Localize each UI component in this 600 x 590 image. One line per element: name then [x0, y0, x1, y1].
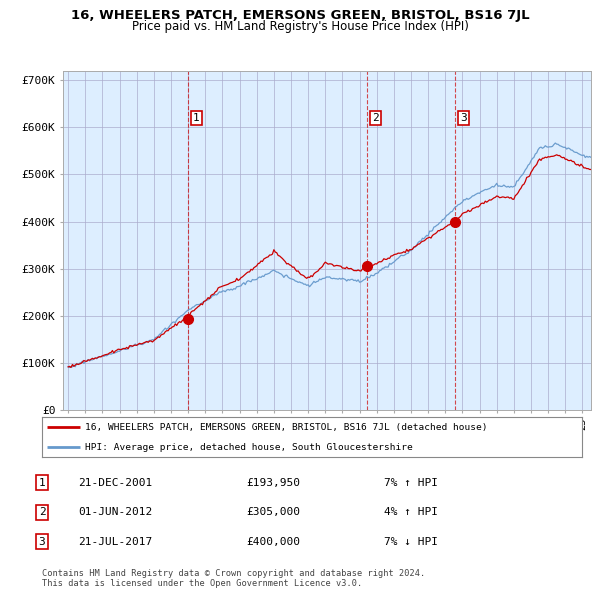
Text: 1: 1: [38, 478, 46, 487]
Text: 1: 1: [193, 113, 200, 123]
Text: Contains HM Land Registry data © Crown copyright and database right 2024.
This d: Contains HM Land Registry data © Crown c…: [42, 569, 425, 588]
Text: £305,000: £305,000: [246, 507, 300, 517]
Text: 16, WHEELERS PATCH, EMERSONS GREEN, BRISTOL, BS16 7JL (detached house): 16, WHEELERS PATCH, EMERSONS GREEN, BRIS…: [85, 422, 488, 432]
Text: Price paid vs. HM Land Registry's House Price Index (HPI): Price paid vs. HM Land Registry's House …: [131, 20, 469, 33]
Text: 7% ↑ HPI: 7% ↑ HPI: [384, 478, 438, 487]
Text: 21-JUL-2017: 21-JUL-2017: [78, 537, 152, 546]
Text: 16, WHEELERS PATCH, EMERSONS GREEN, BRISTOL, BS16 7JL: 16, WHEELERS PATCH, EMERSONS GREEN, BRIS…: [71, 9, 529, 22]
Text: 2: 2: [38, 507, 46, 517]
Text: 4% ↑ HPI: 4% ↑ HPI: [384, 507, 438, 517]
Text: £193,950: £193,950: [246, 478, 300, 487]
Text: HPI: Average price, detached house, South Gloucestershire: HPI: Average price, detached house, Sout…: [85, 442, 413, 452]
Text: 01-JUN-2012: 01-JUN-2012: [78, 507, 152, 517]
Text: 3: 3: [460, 113, 467, 123]
Text: 7% ↓ HPI: 7% ↓ HPI: [384, 537, 438, 546]
Text: 21-DEC-2001: 21-DEC-2001: [78, 478, 152, 487]
Text: 2: 2: [372, 113, 379, 123]
Text: £400,000: £400,000: [246, 537, 300, 546]
Text: 3: 3: [38, 537, 46, 546]
